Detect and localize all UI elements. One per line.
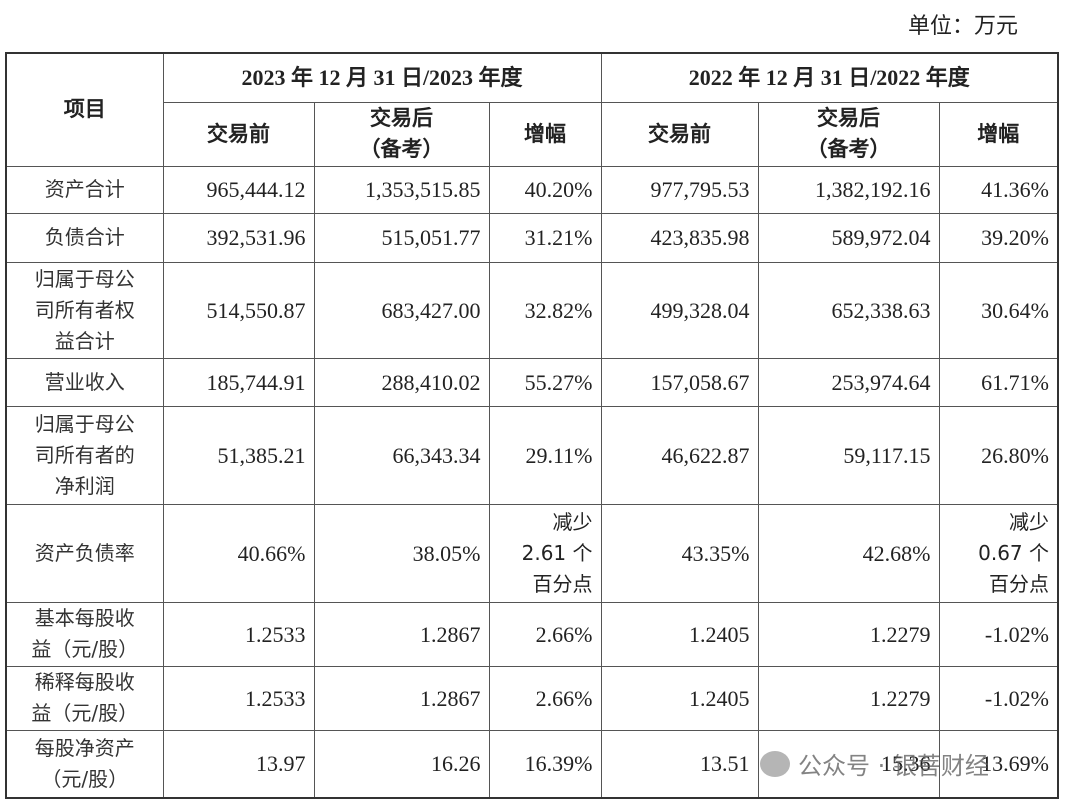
cell: 42.68% [757,503,940,603]
cell: 1.2405 [600,665,759,731]
cell: 423,835.98 [600,212,759,263]
cell: 43.35% [600,503,759,603]
watermark-text: 公众号 · 银菩财经 [798,752,989,780]
cell: 514,550.87 [162,261,315,359]
cell: 61.71% [938,357,1059,407]
column-header: 交易前 [600,101,759,167]
cell: 13.97 [162,729,315,799]
header-row: 项目 2023 年 12 月 31 日/2023 年度 2022 年 12 月 31… [5,52,1059,167]
row-label: 营业收入 [5,357,164,407]
cell: 26.80% [938,405,1059,505]
row-label: 基本每股收 益（元/股） [5,601,164,667]
cell: 46,622.87 [600,405,759,505]
cell: 2.66% [488,665,602,731]
cell: -1.02% [938,601,1059,667]
column-header: 增幅 [488,101,602,167]
row-label: 归属于母公 司所有者的 净利润 [5,405,164,505]
item-header: 项目 [5,52,164,167]
cell: 253,974.64 [757,357,940,407]
cell: 392,531.96 [162,212,315,263]
cell: 683,427.00 [313,261,490,359]
cell: 965,444.12 [162,165,315,214]
cell: 652,338.63 [757,261,940,359]
data-row: 归属于母公 司所有者的 净利润 51,385.21 66,343.34 29.11% 4… [5,405,1059,505]
cell: 59,117.15 [757,405,940,505]
cell: 15.36 [757,729,940,799]
cell: -1.02% [938,665,1059,731]
cell: 1.2279 [757,601,940,667]
row-label: 资产负债率 [5,503,164,603]
data-row: 基本每股收 益（元/股） 1.2533 1.2867 2.66% 1.2405 1.227… [5,601,1059,667]
cell: 减少 0.67 个 百分点 [938,503,1059,603]
cell: 41.36% [938,165,1059,214]
cell: 31.21% [488,212,602,263]
cell: 1.2533 [162,665,315,731]
cell: 51,385.21 [162,405,315,505]
data-row: 负债合计 392,531.96 515,051.77 31.21% 423,835.98… [5,212,1059,263]
cell: 16.39% [488,729,602,799]
column-header: 交易前 [162,101,315,167]
row-label: 资产合计 [5,165,164,214]
cell: 288,410.02 [313,357,490,407]
cell: 589,972.04 [757,212,940,263]
cell: 30.64% [938,261,1059,359]
row-label: 稀释每股收 益（元/股） [5,665,164,731]
cell: 38.05% [313,503,490,603]
data-row: 稀释每股收 益（元/股） 1.2533 1.2867 2.66% 1.2405 1.227… [5,665,1059,731]
cell: 977,795.53 [600,165,759,214]
cell: 2.66% [488,601,602,667]
data-row: 每股净资产 （元/股） 13.97 16.26 16.39% 13.51 15.36 13.… [5,729,1059,799]
cell: 1,353,515.85 [313,165,490,214]
cell: 66,343.34 [313,405,490,505]
cell: 1.2279 [757,665,940,731]
watermark: 公众号 · 银菩财经 [760,746,989,781]
row-label: 每股净资产 （元/股） [5,729,164,799]
cell: 185,744.91 [162,357,315,407]
unit-label: 单位：万元 [907,14,1018,39]
data-row: 资产负债率 40.66% 38.05% 减少 2.61 个 百分点 43.35% 42.6… [5,503,1059,603]
cell: 13.51 [600,729,759,799]
cell: 1.2405 [600,601,759,667]
cell: 157,058.67 [600,357,759,407]
cell: 13.69% [938,729,1059,799]
cell: 55.27% [488,357,602,407]
data-row: 归属于母公 司所有者权 益合计 514,550.87 683,427.00 32.82… [5,261,1059,359]
data-row: 营业收入 185,744.91 288,410.02 55.27% 157,058.67… [5,357,1059,407]
data-row: 资产合计 965,444.12 1,353,515.85 40.20% 977,795.… [5,165,1059,214]
cell: 40.66% [162,503,315,603]
period-header: 2022 年 12 月 31 日/2022 年度 [600,52,1059,103]
cell: 1.2867 [313,601,490,667]
row-label: 负债合计 [5,212,164,263]
period-header: 2023 年 12 月 31 日/2023 年度 [162,52,602,103]
column-header: 交易后 （备考） [313,101,490,167]
cell: 16.26 [313,729,490,799]
cell: 515,051.77 [313,212,490,263]
column-header: 增幅 [938,101,1059,167]
row-label: 归属于母公 司所有者权 益合计 [5,261,164,359]
cell: 1,382,192.16 [757,165,940,214]
cell: 29.11% [488,405,602,505]
cell: 499,328.04 [600,261,759,359]
cell: 32.82% [488,261,602,359]
cell: 40.20% [488,165,602,214]
cell: 1.2533 [162,601,315,667]
cell: 减少 2.61 个 百分点 [488,503,602,603]
column-header: 交易后 （备考） [757,101,940,167]
financial-table: 项目 2023 年 12 月 31 日/2023 年度 2022 年 12 月 31… [5,52,1059,799]
cell: 39.20% [938,212,1059,263]
cell: 1.2867 [313,665,490,731]
subheader-row: 交易前 交易后 （备考） 增幅 交易前 交易后 （备考） 增幅 [6,101,1059,167]
